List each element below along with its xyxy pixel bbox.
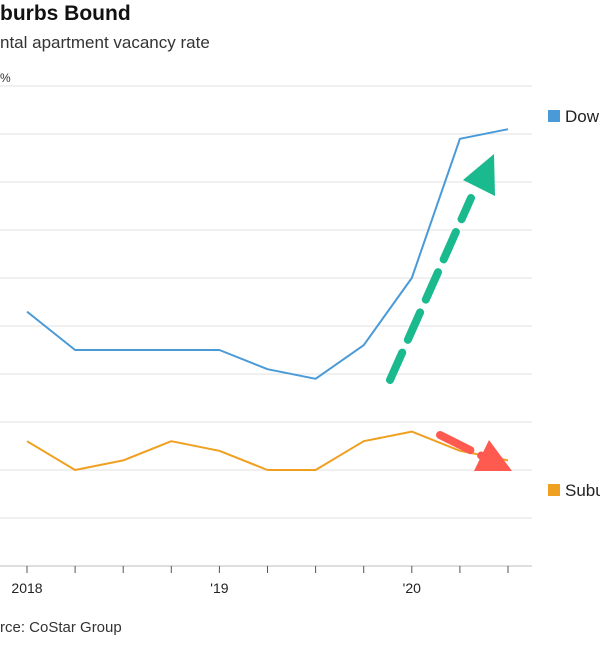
teal-arrow-head [463,154,495,196]
legend-swatch [548,484,560,496]
series-lines [26,128,509,471]
x-tick-label: '19 [210,580,228,596]
gridlines [0,85,532,567]
legend-label: Dow [565,107,600,126]
legend-swatch [548,110,560,122]
y-unit-label: % [0,71,11,85]
teal-trend-arrow [386,154,495,384]
legend-label: Subu [565,481,600,500]
red-arrow-shaft [436,431,486,460]
source-note: rce: CoStar Group [0,619,122,636]
x-tick-label: '20 [403,580,421,596]
series-line-dow [26,128,509,380]
x-tick-label: 2018 [11,580,42,596]
teal-arrow-shaft [386,194,475,384]
x-axis: 2018 '19 '20 [11,566,509,596]
red-arrow-head [474,440,512,471]
chart-subtitle: ntal apartment vacancy rate [0,33,210,52]
series-line-subu [26,430,509,471]
red-trend-arrow [436,431,512,471]
legend: Dow Subu [548,107,600,500]
chart-title: burbs Bound [0,2,131,25]
